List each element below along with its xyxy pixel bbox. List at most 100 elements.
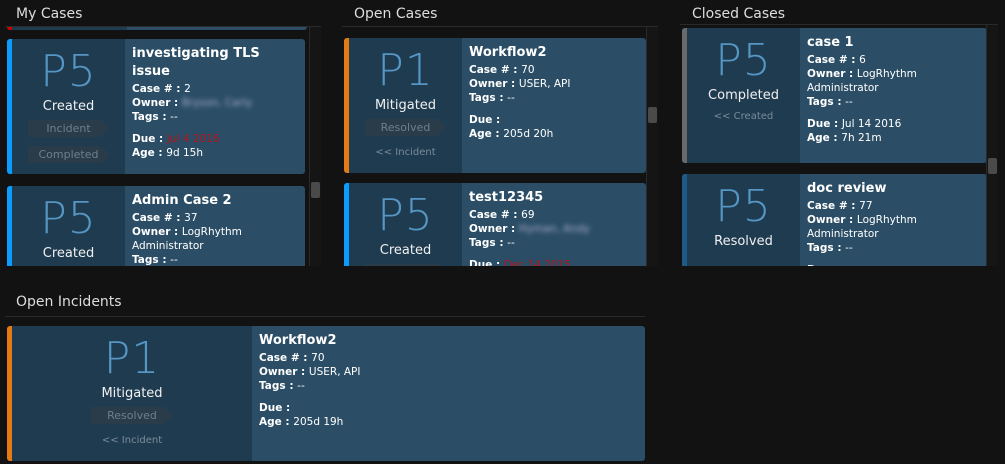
card-status-pane: P5 Created Incident: [349, 183, 462, 266]
case-title[interactable]: investigating TLS issue: [132, 46, 260, 79]
field-value: 70: [311, 352, 325, 364]
spacer: [807, 255, 980, 263]
closed-cases-panel: P5 Resolved doc review Case # : 77 Owner : L…: [680, 24, 998, 266]
field-tags: Tags : --: [132, 110, 298, 124]
case-card[interactable]: P5 Created Incident test12345 Case # : 69Own…: [344, 183, 646, 266]
field-due: Due :: [807, 263, 980, 266]
field-label: Due :: [259, 402, 291, 414]
field-value: --: [507, 92, 515, 104]
field-tags: Tags : --: [807, 241, 980, 255]
field-label: Owner :: [469, 223, 519, 235]
previous-stage-link[interactable]: << Incident: [101, 435, 163, 446]
case-title[interactable]: test12345: [469, 190, 544, 205]
field-due: Due : Dec 14 2015: [469, 258, 639, 266]
stage-button[interactable]: Resolved: [91, 407, 173, 424]
card-details: investigating TLS issue Case # : 2 Owner :…: [125, 39, 305, 174]
field-case-number: Case # : 69: [469, 208, 639, 222]
field-value: Jul 4 2016: [166, 133, 220, 145]
status-label: Created: [42, 99, 95, 114]
scrollbar[interactable]: [986, 25, 998, 266]
field-value: --: [170, 254, 178, 266]
field-case-number: Case # : 77: [807, 199, 980, 213]
field-label: Case # :: [807, 54, 860, 66]
field-age: Age : 205d 20h: [469, 127, 639, 141]
field-value: --: [507, 237, 515, 249]
status-label: Resolved: [714, 234, 773, 249]
priority-color-bar: [682, 174, 687, 266]
field-case-number: Case # : 6: [807, 53, 980, 67]
scrollbar[interactable]: [646, 27, 658, 266]
card-details: doc review Case # : 77 Owner : LogRhythm A…: [800, 174, 987, 266]
field-label: Tags :: [807, 242, 846, 254]
field-value: Bryson, Carly: [181, 97, 253, 109]
priority-color-bar: [344, 183, 349, 266]
field-value: 77: [859, 200, 873, 212]
field-case-number: Case # : 70: [259, 351, 638, 365]
field-label: Tags :: [807, 96, 846, 108]
field-value: 7h 21m: [841, 132, 882, 144]
field-value: 70: [521, 64, 535, 76]
open-incidents-panel: P1 Mitigated Resolved << Incident Workflow2 C…: [5, 316, 645, 462]
field-label: Age :: [469, 128, 504, 140]
field-label: Age :: [259, 416, 294, 428]
field-owner: Owner : Bryson, Carly: [132, 96, 298, 110]
field-case-number: Case # : 70: [469, 63, 639, 77]
field-label: Owner :: [807, 214, 857, 226]
stage-button[interactable]: Incident: [27, 120, 110, 137]
panel-title-my-cases: My Cases: [16, 6, 83, 22]
card-details: case 1 Case # : 6 Owner : LogRhythm Admini…: [800, 28, 987, 163]
priority-label: P5: [40, 193, 97, 244]
case-title[interactable]: doc review: [807, 181, 887, 196]
field-label: Owner :: [132, 226, 182, 238]
case-card-partial[interactable]: [7, 27, 307, 30]
field-label: Case # :: [469, 209, 522, 221]
priority-color-bar: [344, 38, 349, 173]
card-status-pane: P5 Created Incident Completed: [12, 39, 125, 174]
scrollbar[interactable]: [309, 27, 321, 266]
priority-color-bar: [682, 28, 687, 163]
field-age: Age : 205d 19h: [259, 415, 638, 429]
field-tags: Tags : --: [259, 379, 638, 393]
status-label: Mitigated: [101, 386, 163, 401]
field-tags: Tags : --: [469, 91, 639, 105]
field-label: Due :: [469, 114, 501, 126]
field-value: 205d 20h: [503, 128, 554, 140]
field-value: LogRhythm Administrator: [132, 226, 242, 252]
card-status-pane: P1 Mitigated Resolved << Incident: [12, 326, 252, 461]
case-title[interactable]: Workflow2: [259, 333, 337, 348]
case-card[interactable]: P1 Mitigated Resolved << Incident Workflow2 C…: [344, 38, 646, 173]
case-title[interactable]: Admin Case 2: [132, 193, 232, 208]
previous-stage-link[interactable]: << Incident: [375, 147, 436, 158]
stage-button[interactable]: Incident: [364, 264, 447, 266]
case-title[interactable]: case 1: [807, 35, 854, 50]
my-cases-panel: P5 Created Incident Admin Case 2 Case # : 37…: [5, 26, 321, 266]
field-tags: Tags : --: [469, 236, 639, 250]
field-value: LogRhythm Administrator: [807, 68, 917, 94]
priority-label: P5: [377, 190, 434, 241]
stage-button[interactable]: Completed: [27, 146, 110, 163]
card-details: Workflow2 Case # : 70 Owner : USER, API Tag…: [462, 38, 646, 173]
field-owner: Owner : LogRhythm Administrator: [132, 225, 298, 253]
field-case-number: Case # : 2: [132, 82, 298, 96]
previous-stage-link[interactable]: << Created: [713, 111, 774, 122]
field-value: --: [845, 242, 853, 254]
field-label: Owner :: [132, 97, 182, 109]
spacer: [807, 109, 980, 117]
priority-color-bar: [7, 39, 12, 174]
open-cases-panel: P5 Created Incident test12345 Case # : 69Own…: [342, 26, 658, 266]
field-due: Due : Jul 4 2016: [132, 132, 298, 146]
field-label: Due :: [807, 118, 842, 130]
case-title[interactable]: Workflow2: [469, 45, 547, 60]
card-details: test12345 Case # : 69 Owner : Hyman, Andy T…: [462, 183, 646, 266]
status-label: Mitigated: [374, 98, 437, 113]
field-label: Tags :: [259, 380, 298, 392]
status-label: Created: [379, 243, 432, 258]
case-card[interactable]: P5 Resolved doc review Case # : 77 Owner : L…: [682, 174, 987, 266]
case-card[interactable]: P5 Created Incident Completed investigating …: [7, 39, 305, 174]
field-tags: Tags : --: [132, 253, 298, 266]
field-value: USER, API: [518, 78, 571, 90]
stage-button[interactable]: Resolved: [364, 119, 447, 136]
case-card[interactable]: P1 Mitigated Resolved << Incident Workflow2 C…: [7, 326, 645, 461]
case-card[interactable]: P5 Completed << Created case 1 Case # : 6 Own…: [682, 28, 987, 163]
